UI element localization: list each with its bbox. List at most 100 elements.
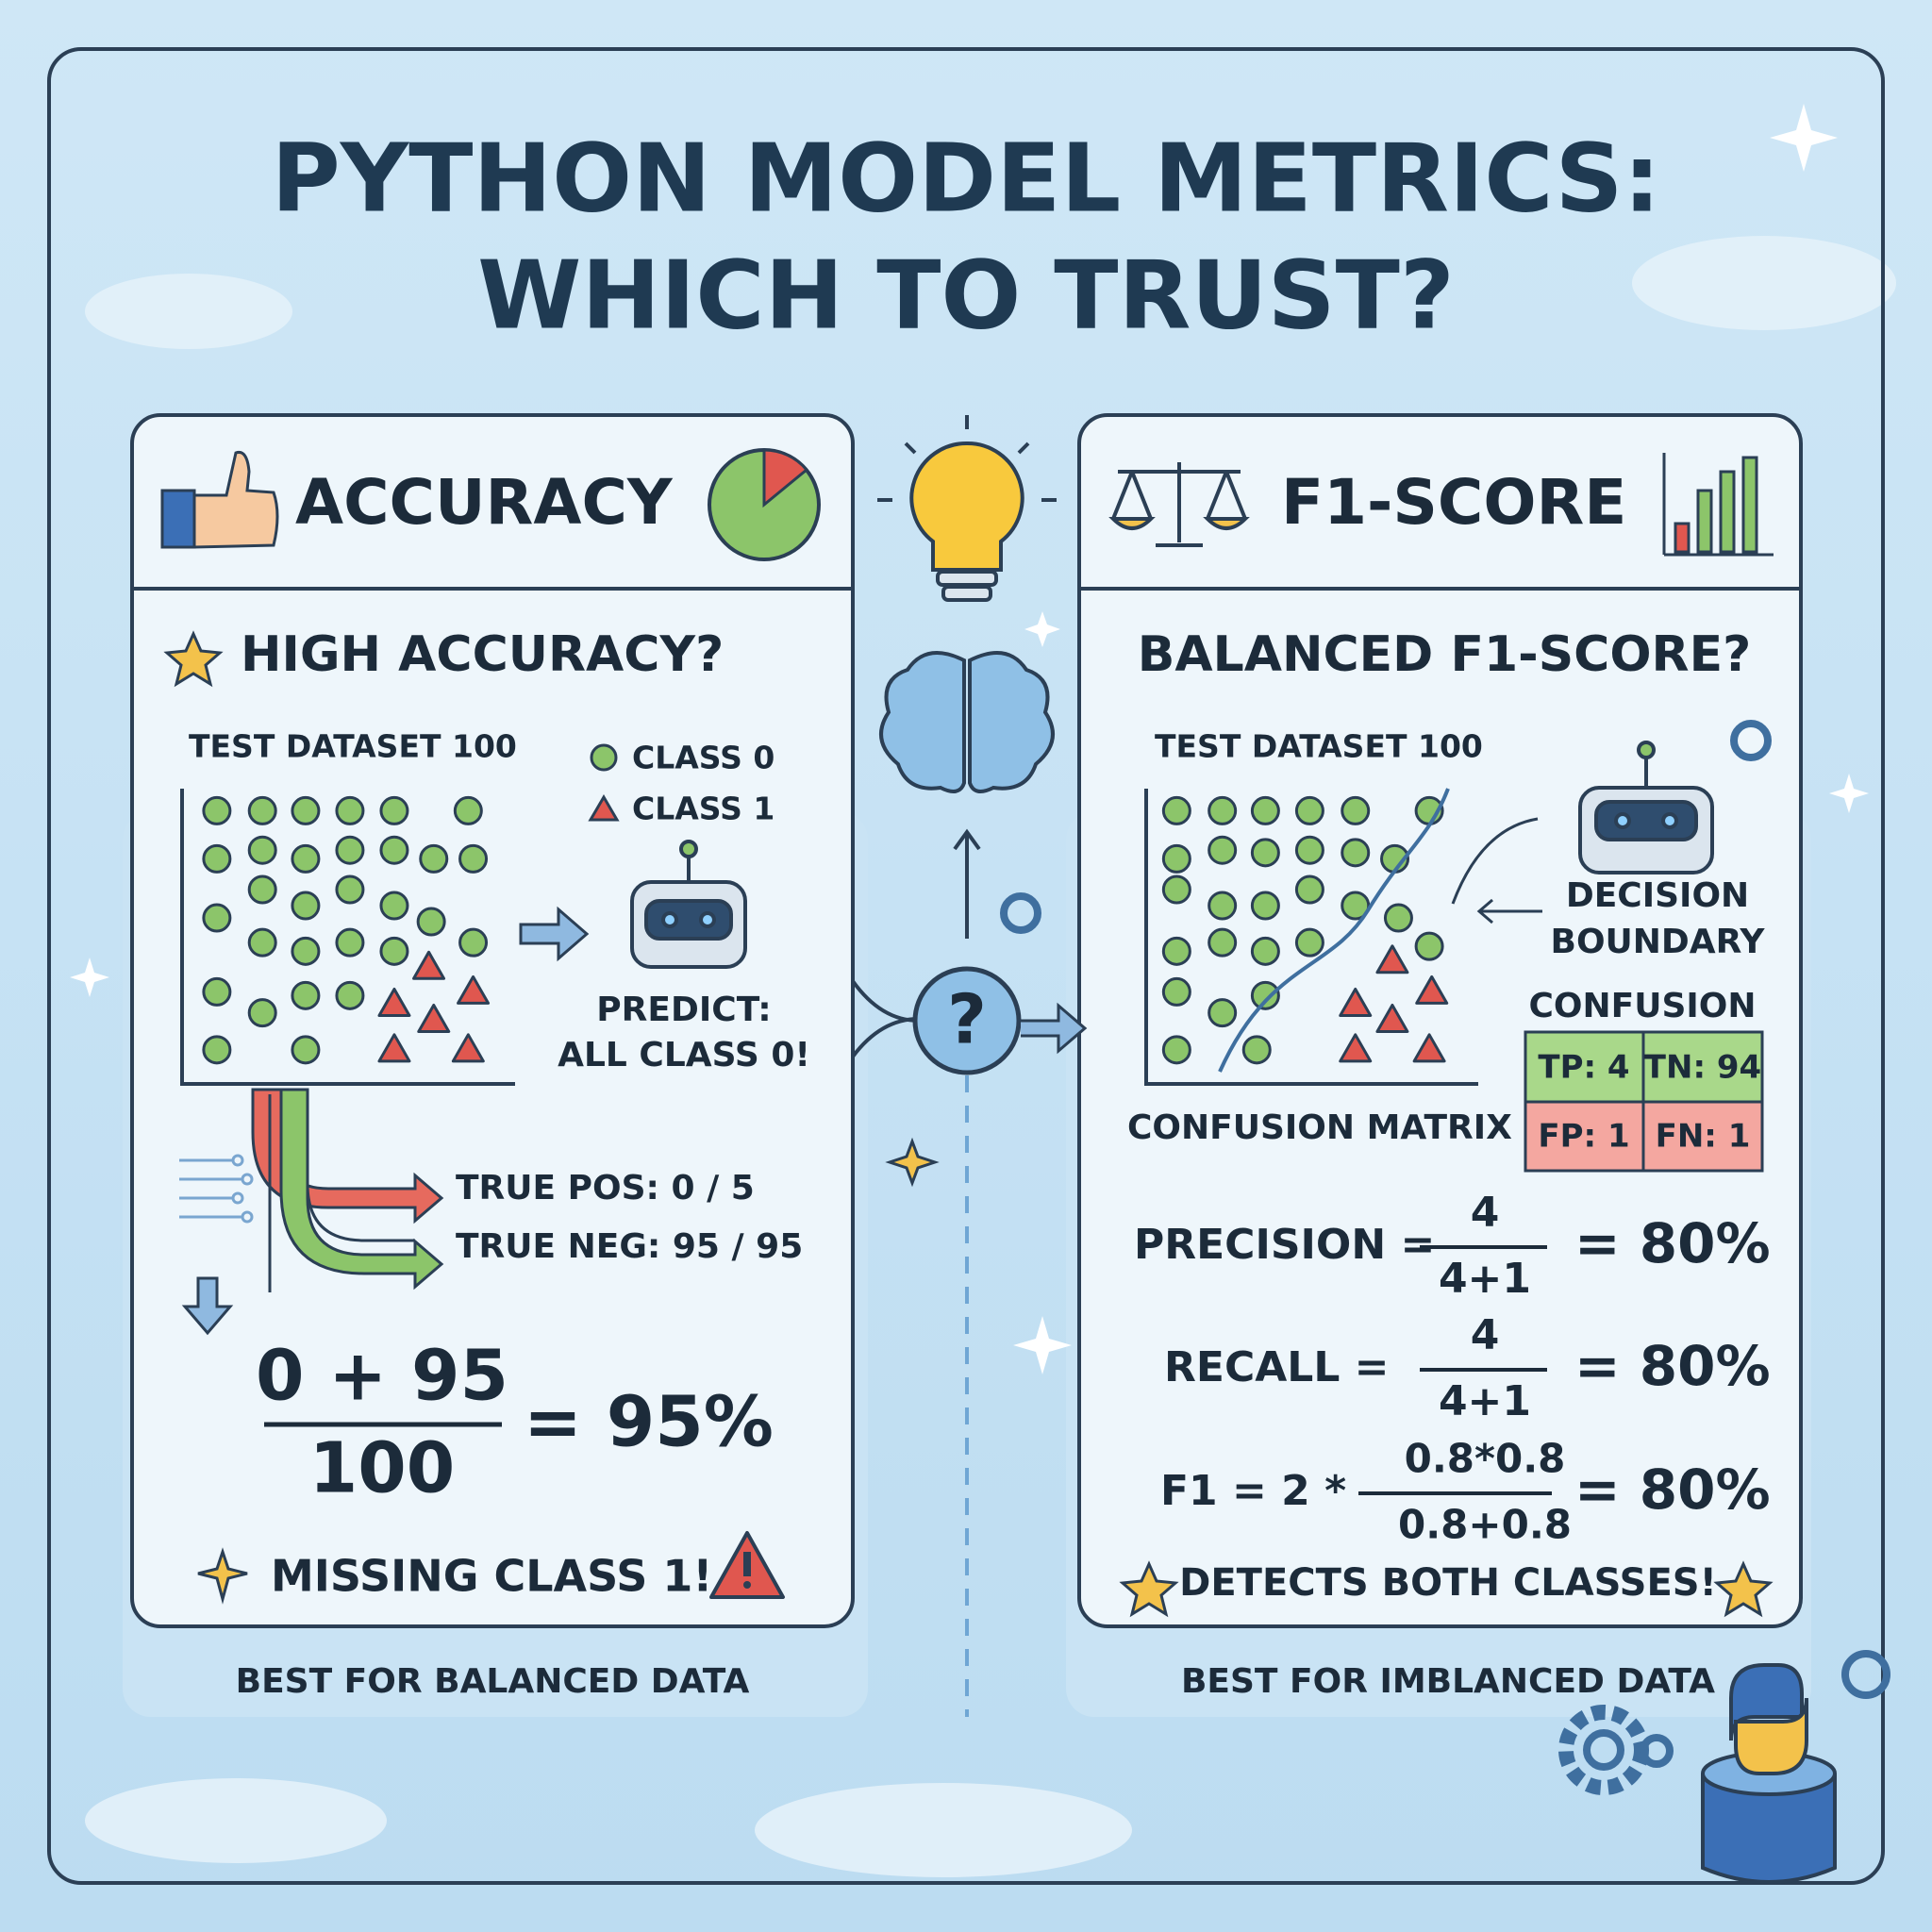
result-text: TRUE POS: 0 / 5 bbox=[456, 1169, 755, 1208]
formula-numerator: 4 bbox=[1471, 1311, 1500, 1359]
formula-denominator: 4+1 bbox=[1439, 1255, 1531, 1303]
class-0-point bbox=[379, 936, 409, 966]
class-0-point bbox=[202, 795, 232, 825]
formula-denominator: 0.8+0.8 bbox=[1398, 1502, 1572, 1548]
class-0-point bbox=[1161, 976, 1191, 1007]
class-0-point bbox=[1161, 874, 1191, 905]
panel-footer: BEST FOR IMBLANCED DATA bbox=[1181, 1662, 1715, 1701]
class-0-point bbox=[291, 1035, 321, 1065]
gear-icons bbox=[1000, 720, 1890, 1795]
circuit-icon bbox=[179, 1154, 254, 1224]
class-0-point bbox=[458, 927, 489, 958]
class-0-point bbox=[335, 874, 365, 905]
class-0-point bbox=[291, 980, 321, 1010]
flow-arrows bbox=[181, 1088, 444, 1336]
annotation: CONFUSION bbox=[1528, 987, 1756, 1025]
class-0-point bbox=[1250, 980, 1280, 1010]
robot-icon bbox=[630, 840, 747, 969]
class-1-point bbox=[417, 1003, 451, 1033]
class-0-point bbox=[335, 835, 365, 865]
robot-icon bbox=[1578, 741, 1714, 874]
formula-result: = 80% bbox=[1574, 1211, 1771, 1275]
class-0-point bbox=[291, 795, 321, 825]
question: BALANCED F1-SCORE? bbox=[1138, 626, 1752, 683]
legend-label: CLASS 0 bbox=[632, 740, 774, 776]
star bbox=[1713, 1560, 1774, 1618]
sparkles bbox=[70, 104, 1869, 1374]
formula-result: = 80% bbox=[1574, 1334, 1771, 1398]
class-0-point bbox=[453, 795, 483, 825]
class-0-point bbox=[379, 795, 409, 825]
class-0-point bbox=[1250, 795, 1280, 825]
class-0-point bbox=[335, 980, 365, 1010]
plot-axes bbox=[180, 789, 515, 1086]
class-0-point bbox=[1161, 936, 1191, 966]
class-1-point bbox=[1412, 1033, 1446, 1063]
legend-marker bbox=[590, 743, 618, 772]
left-panel bbox=[130, 413, 855, 1628]
class-1-point bbox=[377, 987, 411, 1017]
formula-label: PRECISION = bbox=[1134, 1221, 1435, 1269]
outer-frame bbox=[47, 47, 1885, 1885]
class-0-point bbox=[379, 835, 409, 865]
star bbox=[1119, 1560, 1179, 1618]
class-0-point bbox=[291, 936, 321, 966]
scatter-points bbox=[1161, 795, 1449, 1065]
star bbox=[163, 630, 224, 688]
legend-label: CLASS 1 bbox=[632, 791, 774, 827]
formula-result: = 80% bbox=[1574, 1457, 1771, 1522]
formula-result: = 95% bbox=[524, 1382, 774, 1463]
formula-numerator: 0.8*0.8 bbox=[1405, 1436, 1566, 1482]
class-0-point bbox=[416, 907, 446, 937]
sparkle bbox=[885, 1137, 940, 1188]
matrix-cell: TP: 4 bbox=[1538, 1049, 1629, 1087]
formula-label: F1 = 2 * bbox=[1160, 1467, 1346, 1515]
class-0-point bbox=[379, 891, 409, 921]
matrix-cell: FN: 1 bbox=[1656, 1118, 1751, 1156]
right-panel bbox=[1077, 413, 1803, 1628]
scatter-points bbox=[202, 795, 491, 1065]
class-0-point bbox=[202, 1035, 232, 1065]
class-0-point bbox=[202, 976, 232, 1007]
class-0-point bbox=[1294, 835, 1324, 865]
class-0-point bbox=[247, 795, 277, 825]
class-0-point bbox=[247, 927, 277, 958]
class-0-point bbox=[1294, 874, 1324, 905]
formula-numerator: 4 bbox=[1471, 1189, 1500, 1237]
sparkle bbox=[197, 1547, 248, 1605]
annotation: BOUNDARY bbox=[1551, 923, 1766, 961]
class-0-point bbox=[1414, 931, 1444, 961]
class-0-point bbox=[291, 891, 321, 921]
pie-icon bbox=[708, 448, 821, 561]
panel-footer: BEST FOR BALANCED DATA bbox=[236, 1662, 750, 1701]
class-0-point bbox=[247, 835, 277, 865]
class-0-point bbox=[1383, 903, 1413, 933]
class-1-point bbox=[1339, 1033, 1373, 1063]
legend-marker bbox=[588, 794, 620, 822]
class-0-point bbox=[247, 998, 277, 1028]
class-1-point bbox=[457, 974, 491, 1005]
warning-icon bbox=[743, 1552, 751, 1576]
success-text: DETECTS BOTH CLASSES! bbox=[1179, 1561, 1717, 1605]
question-symbol: ? bbox=[947, 980, 987, 1059]
prediction-text: PREDICT: bbox=[596, 991, 771, 1029]
question: HIGH ACCURACY? bbox=[241, 626, 724, 683]
class-0-point bbox=[202, 903, 232, 933]
matrix-cell: FP: 1 bbox=[1538, 1118, 1629, 1156]
class-0-point bbox=[419, 843, 449, 874]
class-0-point bbox=[335, 927, 365, 958]
title: WHICH TO TRUST? bbox=[477, 240, 1455, 350]
class-0-point bbox=[1294, 927, 1324, 958]
class-0-point bbox=[1208, 795, 1238, 825]
formula-denominator: 100 bbox=[309, 1428, 455, 1509]
class-0-point bbox=[1250, 936, 1280, 966]
dataset-label: TEST DATASET 100 bbox=[1155, 728, 1483, 765]
panel-heading: ACCURACY bbox=[295, 466, 674, 539]
formula-numerator: 0 + 95 bbox=[256, 1336, 508, 1417]
class-0-point bbox=[1161, 1035, 1191, 1065]
arrow bbox=[1021, 1002, 1088, 1055]
class-0-point bbox=[1294, 795, 1324, 825]
class-1-point bbox=[1415, 974, 1449, 1005]
lightbulb-icon bbox=[877, 415, 1057, 602]
class-0-point bbox=[202, 843, 232, 874]
